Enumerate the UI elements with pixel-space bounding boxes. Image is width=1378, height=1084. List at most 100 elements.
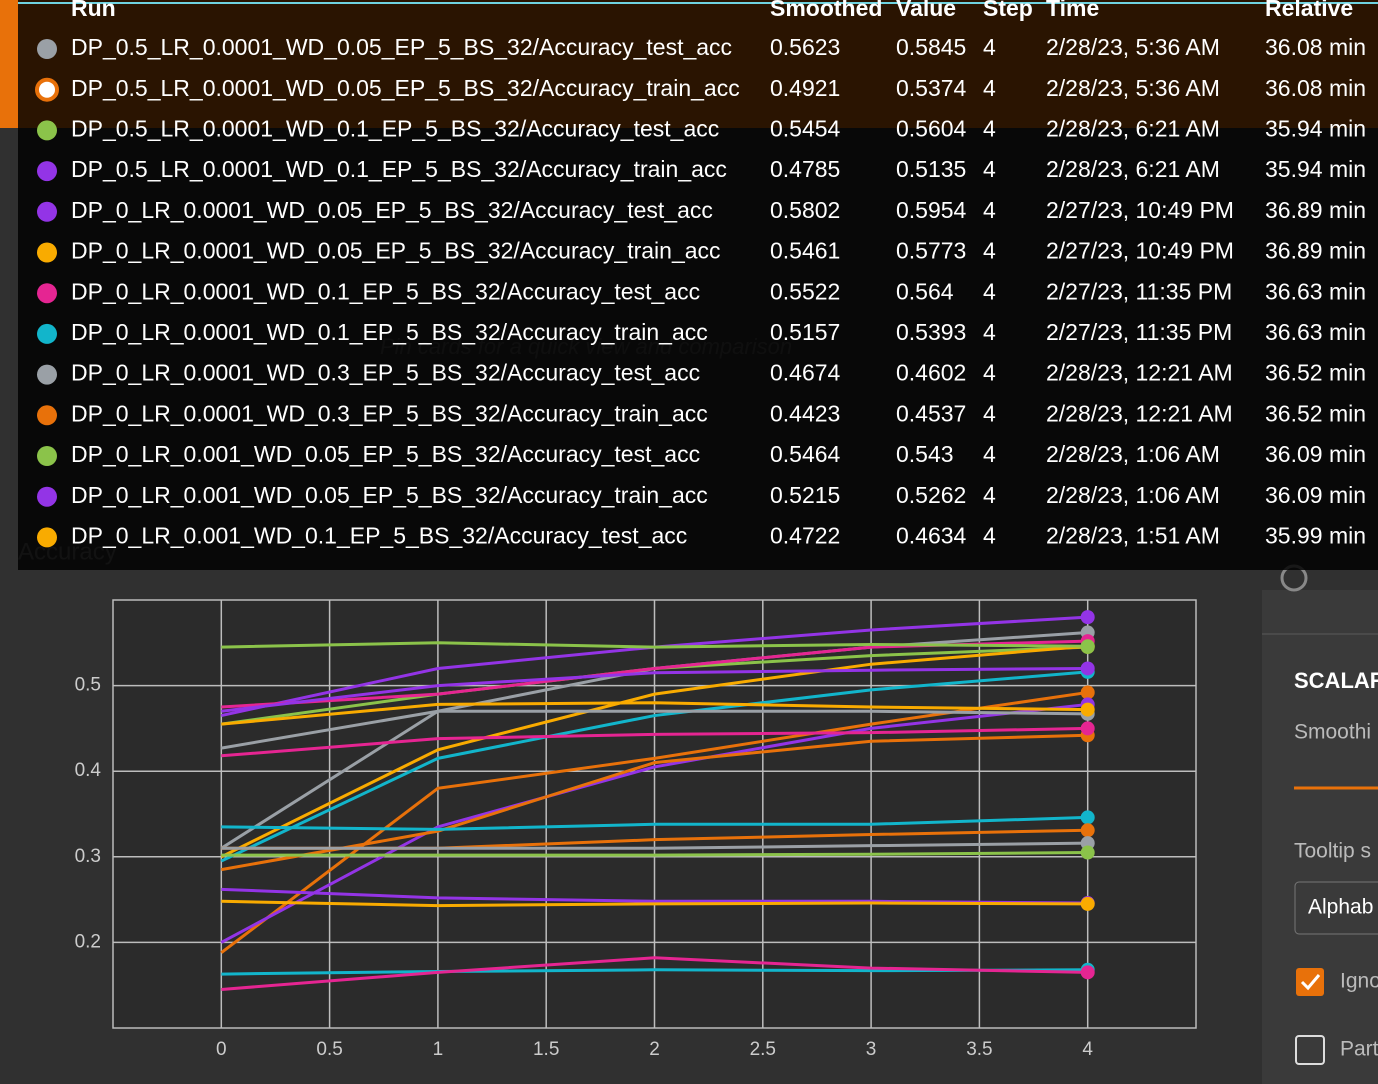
cell-run: DP_0.5_LR_0.0001_WD_0.05_EP_5_BS_32/Accu… <box>71 75 740 101</box>
cell-time: 2/27/23, 10:49 PM <box>1046 197 1234 223</box>
cell-relative: 35.94 min <box>1265 156 1366 182</box>
series-line <box>220 670 1088 863</box>
series-line <box>221 641 1088 649</box>
cell-value: 0.5393 <box>896 319 966 345</box>
cell-step: 4 <box>983 360 996 386</box>
smoothing-label: Smoothi <box>1294 721 1371 744</box>
cell-value: 0.4602 <box>896 360 966 386</box>
ignore-checkbox[interactable] <box>1296 968 1324 996</box>
x-tick-label: 1 <box>433 1039 444 1060</box>
cell-run: DP_0_LR_0.001_WD_0.05_EP_5_BS_32/Accurac… <box>71 441 700 467</box>
cell-relative: 36.08 min <box>1265 34 1366 60</box>
cell-value: 0.5374 <box>896 75 967 101</box>
run-color-dot <box>37 405 57 426</box>
cell-relative: 36.52 min <box>1265 360 1366 386</box>
run-color-dot <box>37 527 57 548</box>
column-header: Time <box>1046 0 1099 21</box>
cell-step: 4 <box>983 482 996 508</box>
cell-value: 0.543 <box>896 441 954 467</box>
cell-run: DP_0_LR_0.0001_WD_0.3_EP_5_BS_32/Accurac… <box>71 360 700 386</box>
y-tick-label: 0.4 <box>75 760 102 781</box>
cell-relative: 36.09 min <box>1265 482 1366 508</box>
cell-time: 2/27/23, 11:35 PM <box>1046 278 1232 304</box>
series-end-dot <box>1080 823 1095 838</box>
series-line <box>221 726 1088 758</box>
run-color-dot <box>35 77 59 102</box>
series-end-dot <box>1080 896 1095 911</box>
settings-panel <box>1262 590 1378 1084</box>
cell-value: 0.564 <box>896 278 954 304</box>
cell-relative: 36.63 min <box>1265 278 1366 304</box>
column-header: Smoothed <box>770 0 882 21</box>
ignore-label: Igno <box>1340 970 1378 993</box>
series-line <box>221 899 1088 908</box>
run-color-dot <box>37 486 57 507</box>
cell-time: 2/28/23, 6:21 AM <box>1046 156 1220 182</box>
run-color-dot <box>37 161 57 182</box>
tooltip-choice: Alphab <box>1308 896 1373 919</box>
series-line <box>221 851 1088 857</box>
cell-value: 0.5773 <box>896 238 966 264</box>
run-color-dot <box>37 120 57 141</box>
tooltip-overlay <box>18 0 1378 570</box>
cell-step: 4 <box>983 115 996 141</box>
column-header: Value <box>896 0 956 21</box>
run-color-dot <box>37 201 57 222</box>
column-header: Relative <box>1265 0 1353 21</box>
chart: 0.2 0.3 0.4 0.5 0 0.5 1 1.5 2 2.5 3 3.5 4 <box>75 600 1196 1060</box>
cell-step: 4 <box>983 400 996 426</box>
cell-step: 4 <box>983 319 996 345</box>
cell-step: 4 <box>983 34 996 60</box>
cell-value: 0.5135 <box>896 156 966 182</box>
series-end-dot <box>1080 965 1095 980</box>
series-end-dot <box>1080 845 1095 860</box>
cell-step: 4 <box>983 238 996 264</box>
cell-run: DP_0_LR_0.0001_WD_0.05_EP_5_BS_32/Accura… <box>71 238 721 264</box>
tooltip-select[interactable] <box>1294 881 1378 935</box>
x-tick-label: 0.5 <box>316 1039 342 1060</box>
cell-run: DP_0_LR_0.0001_WD_0.1_EP_5_BS_32/Accurac… <box>71 278 700 304</box>
cell-smoothed: 0.4423 <box>770 400 840 426</box>
cell-smoothed: 0.4722 <box>770 522 840 548</box>
cell-relative: 36.09 min <box>1265 441 1366 467</box>
run-color-dot <box>37 283 57 304</box>
cell-value: 0.5845 <box>896 34 966 60</box>
cell-run: DP_0_LR_0.0001_WD_0.05_EP_5_BS_32/Accura… <box>71 197 713 223</box>
cell-value: 0.5954 <box>896 197 967 223</box>
cell-smoothed: 0.4674 <box>770 360 841 386</box>
cell-smoothed: 0.4921 <box>770 75 840 101</box>
y-tick-label: 0.5 <box>75 675 101 696</box>
run-color-dot <box>37 446 57 466</box>
run-color-dot <box>37 323 57 344</box>
partition-checkbox[interactable] <box>1295 1035 1325 1065</box>
cell-smoothed: 0.5157 <box>770 319 840 345</box>
section-title: SCALAR <box>1294 668 1378 693</box>
series-line <box>220 702 1088 944</box>
cell-smoothed: 0.5454 <box>770 115 841 141</box>
cell-time: 2/28/23, 1:51 AM <box>1046 522 1220 548</box>
cell-smoothed: 0.5464 <box>770 441 841 467</box>
cell-relative: 35.99 min <box>1265 522 1366 548</box>
cell-relative: 35.94 min <box>1265 115 1366 141</box>
cell-value: 0.5604 <box>896 115 967 141</box>
column-header: Run <box>71 0 116 21</box>
series-end-dot <box>1080 810 1095 825</box>
series-line <box>220 644 1088 859</box>
run-color-dot <box>37 39 57 59</box>
cell-step: 4 <box>983 278 996 304</box>
cell-time: 2/27/23, 11:35 PM <box>1046 319 1232 345</box>
series-line <box>221 841 1088 850</box>
x-tick-label: 2 <box>649 1039 660 1060</box>
series-end-dot <box>1080 639 1095 654</box>
tooltip-label: Tooltip s <box>1294 840 1371 863</box>
cell-value: 0.4634 <box>896 522 967 548</box>
cell-step: 4 <box>983 441 996 467</box>
run-color-dot <box>37 242 57 263</box>
check-icon <box>1300 974 1321 991</box>
cell-run: DP_0_LR_0.0001_WD_0.1_EP_5_BS_32/Accurac… <box>71 319 708 345</box>
x-tick-label: 3.5 <box>966 1039 992 1060</box>
series-end-dot <box>1080 685 1095 700</box>
cell-smoothed: 0.5802 <box>770 197 840 223</box>
y-tick-label: 0.3 <box>75 846 101 867</box>
cell-time: 2/28/23, 12:21 AM <box>1046 360 1233 386</box>
